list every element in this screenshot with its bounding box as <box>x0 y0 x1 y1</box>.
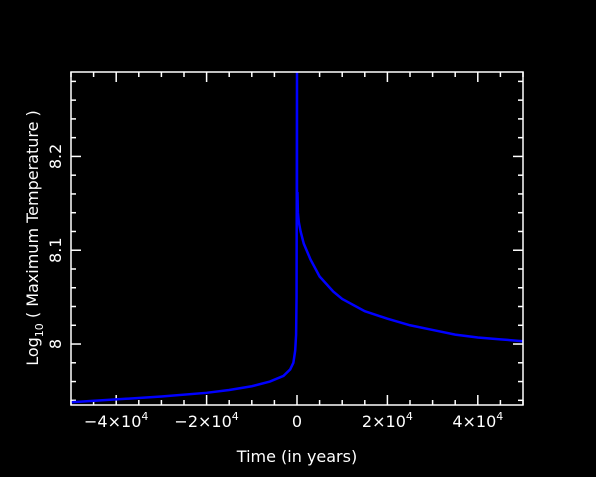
y-tick-label: 8 <box>46 339 65 349</box>
series-line <box>70 71 524 404</box>
x-tick-label: 0 <box>292 412 302 431</box>
x-axis-label: Time (in years) <box>236 447 357 466</box>
y-axis-label: Log10 ( Maximum Temperature ) <box>23 110 46 366</box>
x-tick-label: 4×104 <box>452 410 503 431</box>
y-tick-label: 8.2 <box>46 144 65 169</box>
y-tick-label: 8.1 <box>46 237 65 262</box>
tick-labels: −4×104 −2×104 0 2×104 4×104 8 8.1 8.2 <box>46 144 503 431</box>
x-tick-label: −4×104 <box>84 410 148 431</box>
x-tick-label: 2×104 <box>362 410 413 431</box>
plot-frame <box>70 71 524 406</box>
x-tick-label: −2×104 <box>174 410 238 431</box>
